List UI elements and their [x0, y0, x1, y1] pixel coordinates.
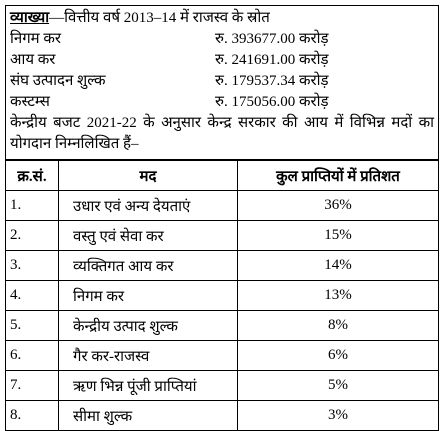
percent: 8%: [237, 310, 438, 341]
serial: 2.: [6, 220, 59, 251]
percent: 15%: [237, 220, 438, 251]
serial: 5.: [6, 310, 59, 341]
source-amount: रु. 241691.00 करोड़: [215, 52, 329, 68]
header-cell: क्र.सं.: [6, 160, 59, 191]
table-row: 1. उधार एवं अन्य देयताएं 36%: [6, 190, 438, 221]
serial: 4.: [6, 280, 59, 311]
table-row: 6. गैर कर-राजस्व 6%: [6, 340, 438, 371]
item: वस्तु एवं सेवा कर: [58, 220, 238, 251]
header-cell: मद: [58, 160, 238, 191]
source-row: निगम कर रु. 393677.00 करोड़: [10, 29, 434, 50]
item: निगम कर: [58, 280, 238, 311]
percent: 14%: [237, 250, 438, 281]
serial: 1.: [6, 190, 59, 221]
table-row: 2. वस्तु एवं सेवा कर 15%: [6, 220, 438, 251]
percent: 6%: [237, 340, 438, 371]
paragraph: केन्द्रीय बजट 2021-22 के अनुसार केन्द्र …: [10, 115, 434, 152]
item: सीमा शुल्क: [58, 400, 238, 430]
header-row: क्र.सं. मद कुल प्राप्तियों में प्रतिशत: [6, 160, 438, 191]
source-name: संघ उत्पादन शुल्क: [10, 73, 106, 89]
source-name: निगम कर: [10, 31, 62, 47]
title: —वित्तीय वर्ष 2013–14 में राजस्व के स्रो…: [49, 10, 270, 26]
table-row: 5. केन्द्रीय उत्पाद शुल्क 8%: [6, 310, 438, 341]
serial: 3.: [6, 250, 59, 281]
table-row: 8. सीमा शुल्क 3%: [6, 400, 438, 430]
item: गैर कर-राजस्व: [58, 340, 238, 371]
source-row: आय कर रु. 241691.00 करोड़: [10, 50, 434, 71]
header-cell: कुल प्राप्तियों में प्रतिशत: [237, 160, 438, 191]
serial: 8.: [6, 400, 59, 430]
source-name: कस्टम्स: [10, 94, 50, 110]
table-row: 4. निगम कर 13%: [6, 280, 438, 311]
table-row: 3. व्यक्तिगत आय कर 14%: [6, 250, 438, 281]
percent: 36%: [237, 190, 438, 221]
document: व्याख्या—वित्तीय वर्ष 2013–14 में राजस्व…: [5, 5, 439, 431]
item: ऋण भिन्न पूंजी प्राप्तियां: [58, 370, 238, 401]
explanation: व्याख्या—वित्तीय वर्ष 2013–14 में राजस्व…: [6, 6, 438, 160]
table-row: 7. ऋण भिन्न पूंजी प्राप्तियां 5%: [6, 370, 438, 401]
percent: 5%: [237, 370, 438, 401]
source-amount: रु. 179537.34 करोड़: [215, 73, 329, 89]
serial: 6.: [6, 340, 59, 371]
source-name: आय कर: [10, 52, 56, 68]
source-row: कस्टम्स रु. 175056.00 करोड़: [10, 92, 434, 113]
source-amount: रु. 393677.00 करोड़: [215, 31, 329, 47]
percent: 3%: [237, 400, 438, 430]
source-row: संघ उत्पादन शुल्क रु. 179537.34 करोड़: [10, 71, 434, 92]
percent: 13%: [237, 280, 438, 311]
table: क्र.सं. मद कुल प्राप्तियों में प्रतिशत 1…: [6, 160, 438, 430]
heading: व्याख्या—वित्तीय वर्ष 2013–14 में राजस्व…: [10, 8, 434, 29]
serial: 7.: [6, 370, 59, 401]
source-amount: रु. 175056.00 करोड़: [215, 94, 329, 110]
item: उधार एवं अन्य देयताएं: [58, 190, 238, 221]
label: व्याख्या: [10, 10, 50, 26]
item: केन्द्रीय उत्पाद शुल्क: [58, 310, 238, 341]
item: व्यक्तिगत आय कर: [58, 250, 238, 281]
sources: निगम कर रु. 393677.00 करोड़ आय कर रु. 24169…: [10, 29, 434, 113]
